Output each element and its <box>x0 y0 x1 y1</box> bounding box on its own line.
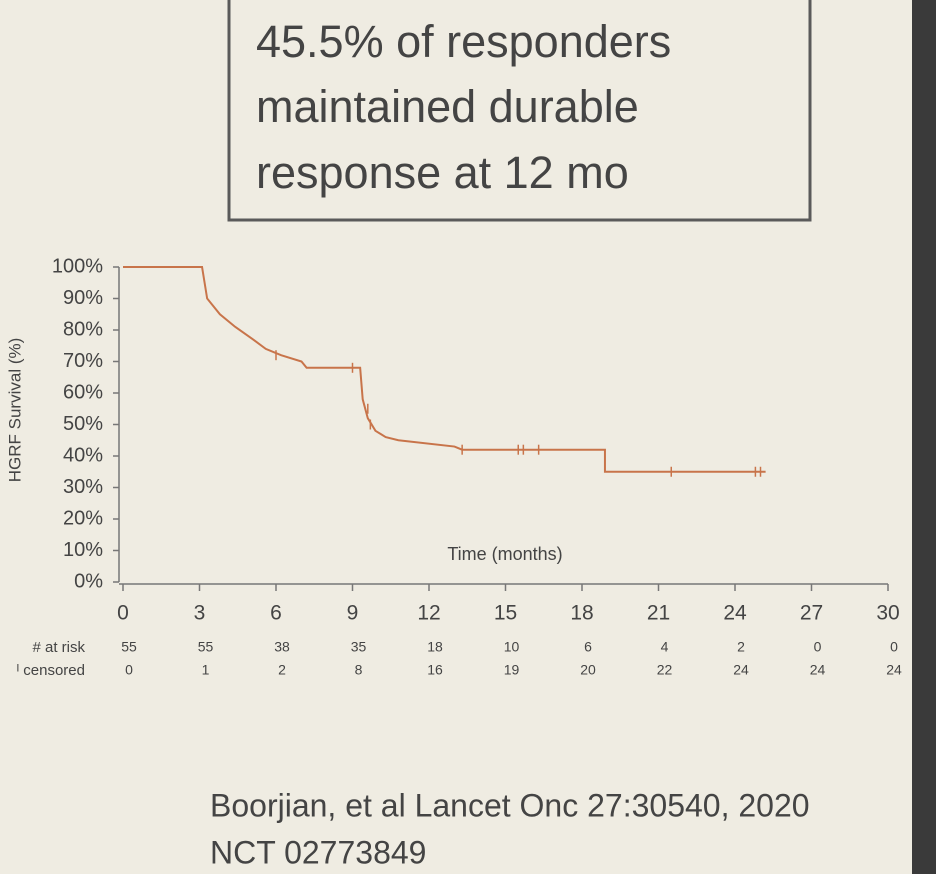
x-tick-label: 6 <box>270 602 282 625</box>
x-tick-label: 0 <box>117 602 129 625</box>
x-axis-label: Time (months) <box>447 544 562 564</box>
y-tick-label: 10% <box>63 539 103 561</box>
risk-value: 8 <box>355 662 363 678</box>
risk-value: 2 <box>278 662 286 678</box>
risk-row-label: # at risk <box>32 639 85 656</box>
edge-shadow <box>912 0 936 874</box>
risk-value: 10 <box>504 639 520 655</box>
risk-value: 24 <box>733 662 749 678</box>
risk-value: 0 <box>125 662 133 678</box>
risk-value: 0 <box>890 639 898 655</box>
citation: NCT 02773849 <box>210 834 426 870</box>
risk-value: 35 <box>351 639 367 655</box>
risk-value: 0 <box>814 639 822 655</box>
y-tick-label: 80% <box>63 318 103 340</box>
risk-value: 24 <box>810 662 826 678</box>
x-tick-label: 30 <box>876 602 899 625</box>
y-tick-label: 100% <box>52 255 103 277</box>
risk-value: 38 <box>274 639 290 655</box>
x-tick-label: 18 <box>570 602 593 625</box>
y-tick-label: 20% <box>63 507 103 529</box>
y-tick-label: 30% <box>63 476 103 498</box>
y-tick-label: 90% <box>63 287 103 309</box>
risk-value: 24 <box>886 662 902 678</box>
risk-value: 6 <box>584 639 592 655</box>
annotation-line: maintained durable <box>256 81 639 132</box>
risk-value: 2 <box>737 639 745 655</box>
y-tick-label: 50% <box>63 413 103 435</box>
annotation-line: 45.5% of responders <box>256 16 671 67</box>
risk-value: 55 <box>198 639 214 655</box>
risk-value: 22 <box>657 662 673 678</box>
x-tick-label: 21 <box>647 602 670 625</box>
risk-value: 16 <box>427 662 443 678</box>
annotation-box <box>227 0 812 222</box>
x-tick-label: 3 <box>194 602 206 625</box>
y-tick-label: 70% <box>63 350 103 372</box>
risk-value: 20 <box>580 662 596 678</box>
citation: Boorjian, et al Lancet Onc 27:30540, 202… <box>210 787 810 823</box>
y-tick-label: 60% <box>63 381 103 403</box>
x-tick-label: 9 <box>347 602 359 625</box>
x-tick-label: 12 <box>417 602 440 625</box>
risk-row-label: ᴵ censored <box>17 662 85 679</box>
risk-value: 4 <box>661 639 669 655</box>
y-tick-label: 40% <box>63 444 103 466</box>
survival-curve <box>123 266 766 473</box>
risk-value: 55 <box>121 639 137 655</box>
risk-value: 1 <box>202 662 210 678</box>
y-axis-label: HGRF Survival (%) <box>5 338 24 483</box>
annotation-line: response at 12 mo <box>256 147 629 198</box>
x-tick-label: 24 <box>723 602 747 625</box>
y-tick-label: 0% <box>74 570 103 592</box>
risk-value: 18 <box>427 639 443 655</box>
x-tick-label: 27 <box>800 602 823 625</box>
risk-value: 19 <box>504 662 520 678</box>
x-tick-label: 15 <box>494 602 517 625</box>
